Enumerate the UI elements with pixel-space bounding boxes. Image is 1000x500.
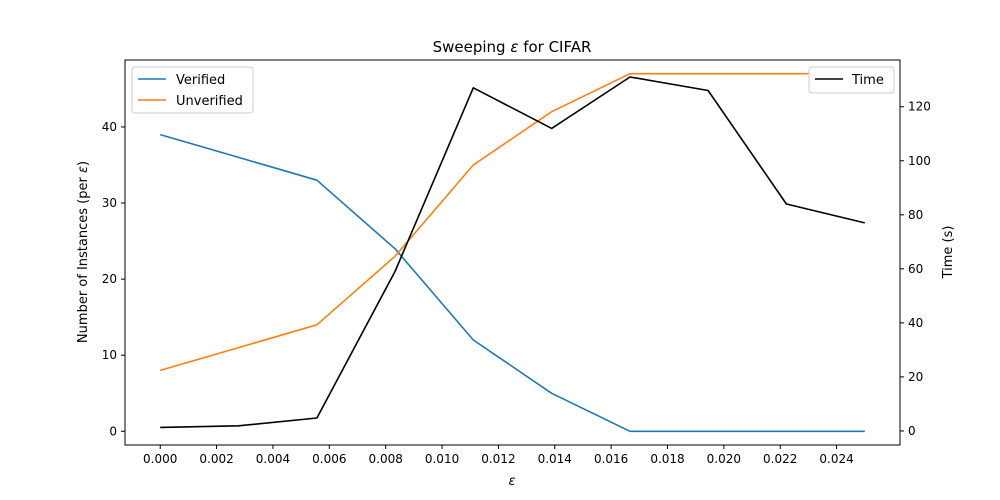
right-y-axis: 0 20 40 60 80 100 120 [900, 100, 931, 438]
x-tick-label: 0.010 [425, 452, 459, 466]
right-tick-label: 40 [908, 316, 923, 330]
x-axis: 0.000 0.002 0.004 0.006 0.008 0.010 0.012 0.014… [143, 445, 854, 466]
left-tick-label: 10 [102, 348, 117, 362]
legend-label-unverified: Unverified [176, 94, 243, 109]
series-layer [159, 72, 865, 433]
right-axis-title: Time (s) [941, 226, 956, 280]
legend-left: Verified Unverified [131, 66, 254, 114]
x-tick-label: 0.006 [312, 452, 346, 466]
right-tick-label: 120 [908, 100, 931, 114]
series-line-unverified [159, 72, 865, 372]
x-tick-label: 0.004 [256, 452, 290, 466]
series-line-time [160, 76, 865, 429]
x-tick-label: 0.008 [369, 452, 403, 466]
left-tick-label: 20 [102, 272, 117, 286]
left-tick-label: 0 [109, 424, 117, 438]
x-tick-label: 0.018 [650, 452, 684, 466]
right-tick-label: 60 [908, 262, 923, 276]
x-tick-label: 0.000 [143, 452, 177, 466]
right-tick-label: 20 [908, 370, 923, 384]
x-tick-label: 0.016 [594, 452, 628, 466]
right-tick-label: 100 [908, 154, 931, 168]
right-tick-label: 80 [908, 208, 923, 222]
x-tick-label: 0.024 [819, 452, 853, 466]
legend-right: Time [808, 66, 895, 94]
legend-right-box [808, 66, 895, 94]
chart-title: Sweeping ε for CIFAR [433, 38, 592, 56]
x-tick-label: 0.020 [707, 452, 741, 466]
x-tick-label: 0.002 [199, 452, 233, 466]
right-tick-label: 0 [908, 424, 916, 438]
legend-label-time: Time [851, 73, 884, 88]
left-y-axis: 0 10 20 30 40 [102, 120, 125, 438]
series-line-verified [159, 133, 865, 433]
plot-frame [124, 59, 901, 446]
x-axis-title: ε [508, 474, 515, 489]
x-tick-label: 0.022 [763, 452, 797, 466]
left-axis-title: Number of Instances (per ε) [76, 161, 91, 343]
legend-label-verified: Verified [176, 73, 225, 88]
left-tick-label: 40 [102, 120, 117, 134]
x-tick-label: 0.012 [481, 452, 515, 466]
x-tick-label: 0.014 [538, 452, 572, 466]
left-tick-label: 30 [102, 196, 117, 210]
